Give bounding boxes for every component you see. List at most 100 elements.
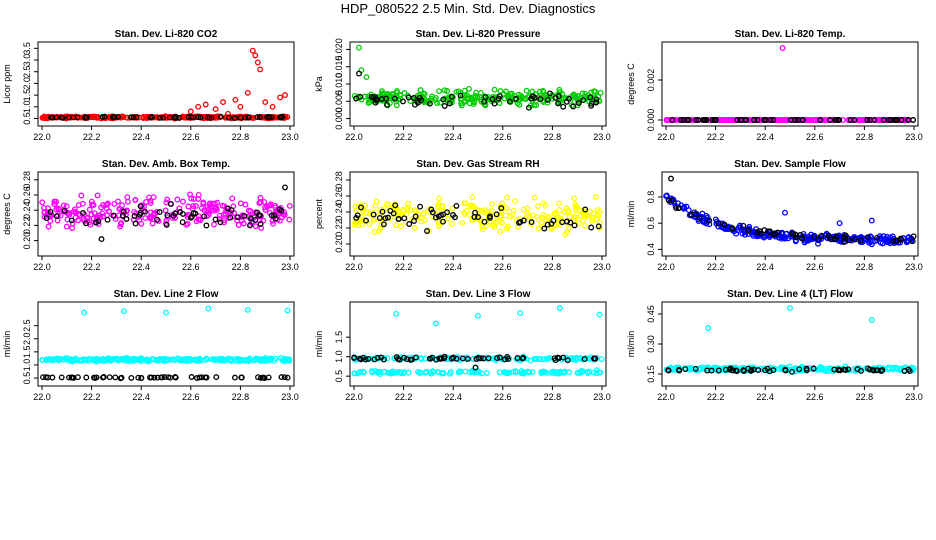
data-point <box>446 370 453 377</box>
x-tick-label: 22.0 <box>33 262 51 272</box>
data-point <box>115 198 121 205</box>
data-point <box>509 211 516 218</box>
data-point <box>876 235 883 242</box>
data-point <box>214 356 221 363</box>
data-point <box>593 370 600 377</box>
x-tick-label: 22.4 <box>132 262 150 272</box>
data-point <box>395 356 402 362</box>
data-point <box>864 234 871 241</box>
data-point <box>864 117 871 123</box>
data-point <box>489 96 496 103</box>
data-point <box>436 355 443 362</box>
data-point <box>734 227 741 234</box>
data-point <box>223 356 230 363</box>
data-point <box>730 117 737 123</box>
x-tick-label: 22.2 <box>707 262 725 272</box>
data-point <box>95 357 101 364</box>
data-point <box>78 192 85 199</box>
data-point <box>163 221 170 228</box>
data-point <box>773 117 780 123</box>
data-point <box>475 214 482 221</box>
data-point <box>40 374 46 381</box>
data-point <box>504 194 511 201</box>
x-tick-label: 22.8 <box>544 132 562 142</box>
series-primary <box>39 305 293 365</box>
data-point <box>281 357 288 364</box>
data-point <box>457 92 464 99</box>
data-point <box>264 114 271 120</box>
data-point <box>163 309 169 316</box>
data-point <box>286 216 293 223</box>
data-point <box>91 210 98 217</box>
data-point <box>471 203 477 210</box>
data-point <box>565 224 572 231</box>
data-point <box>692 210 699 217</box>
data-point <box>122 357 129 364</box>
data-point <box>45 223 52 230</box>
data-point <box>160 357 167 364</box>
data-point <box>533 102 540 109</box>
data-point <box>208 356 215 363</box>
series-reference <box>669 117 917 123</box>
data-point <box>366 220 373 227</box>
data-point <box>375 228 382 235</box>
data-point <box>590 369 597 376</box>
data-point <box>395 212 402 219</box>
series-primary <box>663 305 917 375</box>
data-point <box>254 356 261 363</box>
y-tick-label: 0.22 <box>334 219 344 237</box>
data-point <box>836 220 843 227</box>
data-point <box>472 364 479 371</box>
data-point <box>429 209 436 216</box>
data-point <box>819 117 826 123</box>
data-point <box>722 366 729 373</box>
data-point <box>680 117 687 123</box>
x-tick-label: 23.0 <box>281 262 299 272</box>
y-tick-label: 0.26 <box>22 186 32 204</box>
data-point <box>678 117 685 123</box>
data-point <box>133 114 140 121</box>
data-point <box>459 220 466 227</box>
data-point <box>237 103 244 110</box>
data-point <box>491 86 498 93</box>
data-point <box>202 374 209 381</box>
data-point <box>414 97 421 104</box>
x-tick-label: 22.8 <box>856 132 874 142</box>
data-point <box>73 210 79 217</box>
x-tick-label: 22.0 <box>657 262 675 272</box>
data-point <box>264 356 271 363</box>
data-point <box>528 219 535 226</box>
data-point <box>208 207 215 214</box>
data-point <box>676 367 683 374</box>
data-point <box>440 211 447 218</box>
x-tick-label: 22.0 <box>657 392 675 402</box>
data-point <box>103 205 110 212</box>
x-tick-label: 22.0 <box>345 262 363 272</box>
data-point <box>506 98 513 105</box>
data-point <box>231 374 238 381</box>
x-tick-label: 22.0 <box>345 132 363 142</box>
data-point <box>428 206 435 213</box>
y-axis-label: ml/min <box>626 201 636 228</box>
data-point <box>556 304 563 311</box>
data-point <box>124 198 131 205</box>
data-point <box>571 222 578 229</box>
data-point <box>124 194 131 201</box>
data-point <box>833 117 840 123</box>
data-point <box>130 114 137 121</box>
data-point <box>552 94 559 101</box>
data-point <box>384 101 390 108</box>
data-point <box>366 99 373 106</box>
data-point <box>598 356 605 363</box>
data-point <box>784 117 791 123</box>
series-reference <box>353 202 602 234</box>
data-point <box>66 211 73 218</box>
data-point <box>581 222 588 229</box>
x-tick-label: 23.0 <box>905 392 923 402</box>
data-point <box>435 203 442 210</box>
data-point <box>705 325 712 331</box>
data-point <box>570 91 577 98</box>
data-point <box>84 215 91 222</box>
data-point <box>779 234 786 241</box>
data-point <box>827 117 834 123</box>
